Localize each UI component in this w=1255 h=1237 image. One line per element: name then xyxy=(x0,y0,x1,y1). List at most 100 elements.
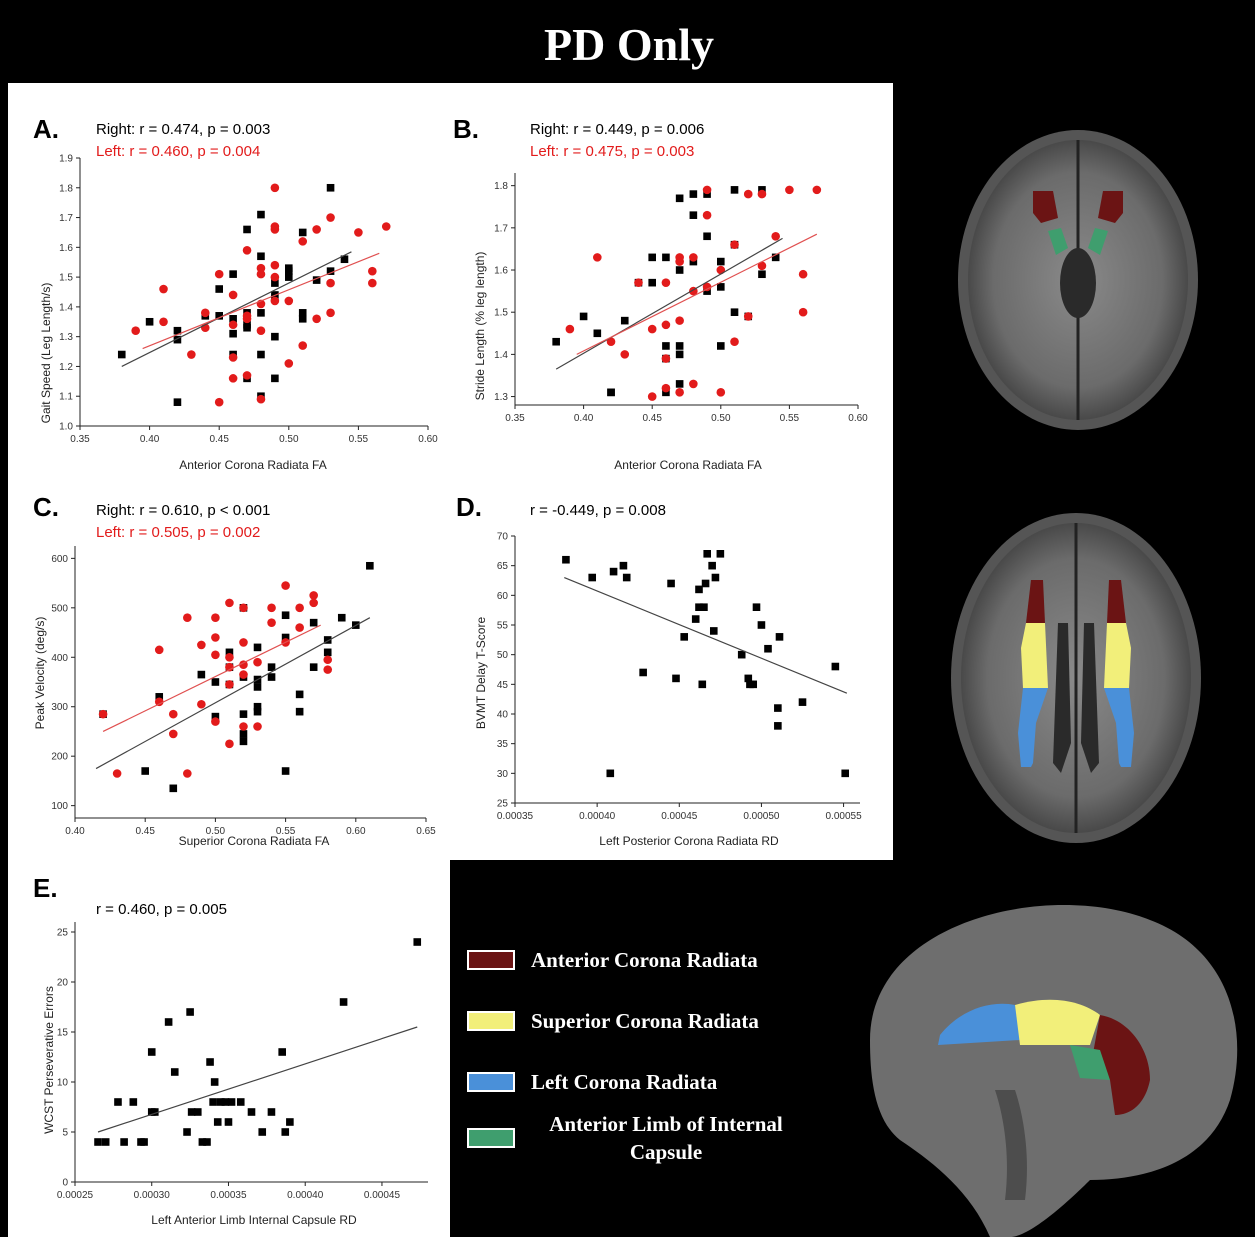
plot-area-background xyxy=(8,83,893,860)
x-tick-label: 0.00050 xyxy=(743,811,780,822)
data-point xyxy=(98,709,108,719)
y-tick-label: 60 xyxy=(497,591,509,602)
data-point xyxy=(200,308,210,318)
data-point xyxy=(225,598,234,608)
plot-area-background-lower xyxy=(8,860,450,1237)
data-point xyxy=(211,678,220,686)
data-point xyxy=(757,621,766,629)
data-point xyxy=(798,698,807,706)
stat-right: Right: r = 0.610, p < 0.001 xyxy=(96,502,270,519)
y-tick-label: 65 xyxy=(497,561,509,572)
legend-label: Anterior Limb of Internal Capsule xyxy=(549,1112,783,1164)
data-point xyxy=(298,341,308,350)
data-point xyxy=(228,374,238,383)
x-tick-label: 0.35 xyxy=(505,413,525,424)
data-point xyxy=(691,615,700,623)
data-point xyxy=(368,266,377,276)
anterior-corona-radiata-right xyxy=(1098,191,1123,223)
y-tick-label: 1.1 xyxy=(59,392,73,403)
panel-d-svg: D. r = -0.449, p = 0.008 0.00035 0.00040 0… xyxy=(456,492,862,848)
stat-text: r = -0.449, p = 0.008 xyxy=(530,502,666,519)
data-point xyxy=(155,693,164,701)
x-tick-label: 0.00025 xyxy=(57,1190,94,1201)
data-point xyxy=(225,680,234,689)
data-point xyxy=(337,613,346,622)
y-tick-label: 600 xyxy=(51,554,68,565)
y-tick-label: 15 xyxy=(57,1028,69,1039)
legend-label: Left Corona Radiata xyxy=(531,1070,718,1094)
data-point xyxy=(211,633,220,642)
data-point xyxy=(667,579,675,588)
x-tick-label: 0.65 xyxy=(416,826,436,837)
data-point xyxy=(206,1058,214,1066)
data-point xyxy=(634,278,643,287)
x-tick-label: 0.40 xyxy=(65,826,85,837)
legend-swatch xyxy=(467,950,515,970)
data-point xyxy=(228,290,238,300)
data-point xyxy=(256,394,266,404)
anterior-limb-internal-capsule-left xyxy=(1048,228,1068,255)
data-point xyxy=(242,246,252,255)
data-point xyxy=(211,712,220,721)
x-axis-title: Superior Corona Radiata FA xyxy=(179,834,330,848)
y-tick-label: 25 xyxy=(57,928,69,939)
stat-left: Left: r = 0.505, p = 0.002 xyxy=(96,524,260,541)
x-tick-label: 0.35 xyxy=(70,434,90,445)
data-point xyxy=(169,784,178,793)
data-point xyxy=(648,278,656,287)
data-point xyxy=(278,1048,286,1056)
data-point xyxy=(298,228,307,237)
y-tick-label: 1.5 xyxy=(494,308,508,319)
data-point xyxy=(211,717,220,726)
panel-letter: A. xyxy=(33,114,59,144)
data-point xyxy=(323,648,332,657)
data-point xyxy=(183,1128,191,1136)
x-tick-label: 0.55 xyxy=(780,413,800,424)
data-point xyxy=(120,1138,128,1146)
data-point xyxy=(752,603,761,611)
data-point xyxy=(281,767,290,775)
data-point xyxy=(744,674,753,683)
x-tick-label: 0.40 xyxy=(574,413,594,424)
panel-a: A. Right: r = 0.474, p = 0.003 Left: r =… xyxy=(8,83,448,472)
trend-line xyxy=(142,252,380,350)
data-point xyxy=(112,769,122,778)
data-point xyxy=(295,603,304,613)
data-point xyxy=(413,938,422,946)
data-point xyxy=(579,312,588,321)
x-tick-label: 0.55 xyxy=(276,826,296,837)
x-axis-title: Left Posterior Corona Radiata RD xyxy=(599,834,779,848)
data-point xyxy=(229,315,237,323)
y-tick-label: 1.0 xyxy=(59,422,73,433)
data-point xyxy=(749,680,758,689)
y-tick-label: 1.4 xyxy=(59,302,73,313)
left-corona-radiata-left xyxy=(1018,688,1048,767)
data-point xyxy=(225,652,234,662)
data-point xyxy=(197,640,206,650)
data-point xyxy=(812,185,822,195)
data-point xyxy=(312,225,321,234)
x-axis-title: Left Anterior Limb Internal Capsule RD xyxy=(151,1213,357,1227)
x-tick-label: 0.00055 xyxy=(825,811,862,822)
data-point xyxy=(271,374,279,383)
data-point xyxy=(215,285,223,293)
data-point xyxy=(298,315,307,323)
data-point xyxy=(689,253,698,262)
data-point xyxy=(662,342,670,350)
data-point xyxy=(168,729,178,739)
data-point xyxy=(228,353,238,362)
data-point xyxy=(716,388,726,397)
data-point xyxy=(764,644,772,653)
data-point xyxy=(258,1128,267,1136)
data-point xyxy=(588,573,597,582)
legend-swatch xyxy=(467,1128,515,1148)
data-point xyxy=(173,326,182,335)
data-point xyxy=(227,1098,236,1106)
data-point xyxy=(253,707,262,716)
data-point xyxy=(256,269,266,279)
data-point xyxy=(647,392,657,401)
data-point xyxy=(675,266,684,274)
x-tick-label: 0.00045 xyxy=(661,811,698,822)
data-point xyxy=(730,337,739,347)
y-tick-label: 25 xyxy=(497,799,509,810)
